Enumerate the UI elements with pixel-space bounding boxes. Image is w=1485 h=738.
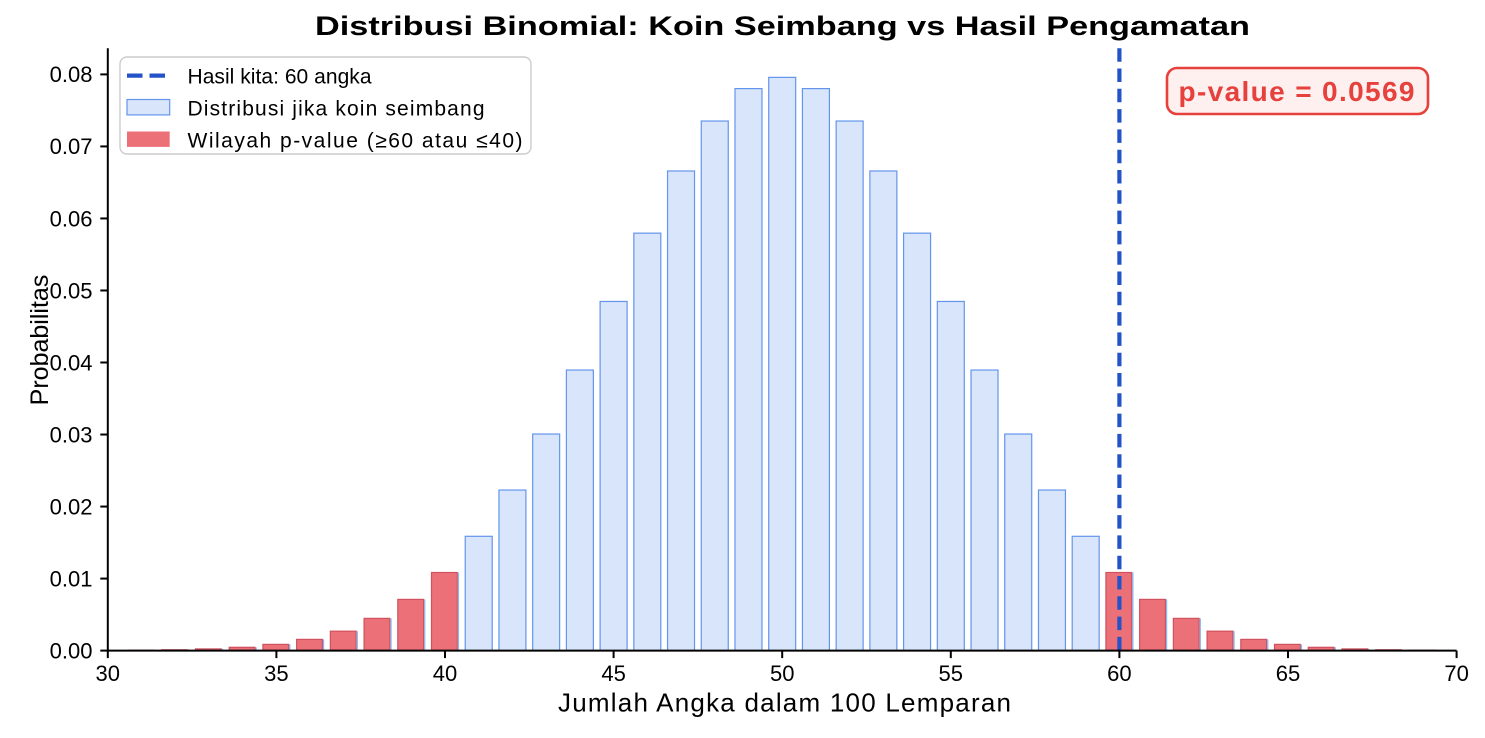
- svg-text:0.05: 0.05: [50, 278, 93, 303]
- svg-text:Probabilitas: Probabilitas: [26, 275, 54, 406]
- svg-text:70: 70: [1444, 661, 1468, 686]
- svg-text:Distribusi jika koin seimbang: Distribusi jika koin seimbang: [188, 98, 485, 121]
- svg-text:0.07: 0.07: [50, 134, 93, 159]
- svg-text:35: 35: [264, 661, 288, 686]
- svg-text:0.00: 0.00: [50, 638, 93, 663]
- svg-text:Distribusi Binomial: Koin Seim: Distribusi Binomial: Koin Seimbang vs Ha…: [315, 11, 1250, 41]
- svg-text:45: 45: [601, 661, 625, 686]
- svg-text:30: 30: [96, 661, 120, 686]
- svg-text:50: 50: [770, 661, 794, 686]
- svg-text:p-value = 0.0569: p-value = 0.0569: [1179, 76, 1415, 107]
- svg-text:0.02: 0.02: [50, 494, 93, 519]
- svg-text:0.01: 0.01: [50, 566, 93, 591]
- svg-text:Wilayah p-value (≥60 atau ≤40): Wilayah p-value (≥60 atau ≤40): [188, 130, 523, 153]
- svg-text:40: 40: [433, 661, 457, 686]
- svg-text:0.04: 0.04: [50, 350, 93, 375]
- svg-text:60: 60: [1107, 661, 1131, 686]
- svg-text:65: 65: [1276, 661, 1300, 686]
- svg-text:Hasil kita: 60 angka: Hasil kita: 60 angka: [188, 66, 372, 89]
- svg-text:Jumlah Angka dalam 100 Lempara: Jumlah Angka dalam 100 Lemparan: [558, 688, 1011, 718]
- svg-text:0.03: 0.03: [50, 422, 93, 447]
- svg-text:55: 55: [939, 661, 963, 686]
- svg-text:0.06: 0.06: [50, 206, 93, 231]
- svg-text:0.08: 0.08: [50, 62, 93, 87]
